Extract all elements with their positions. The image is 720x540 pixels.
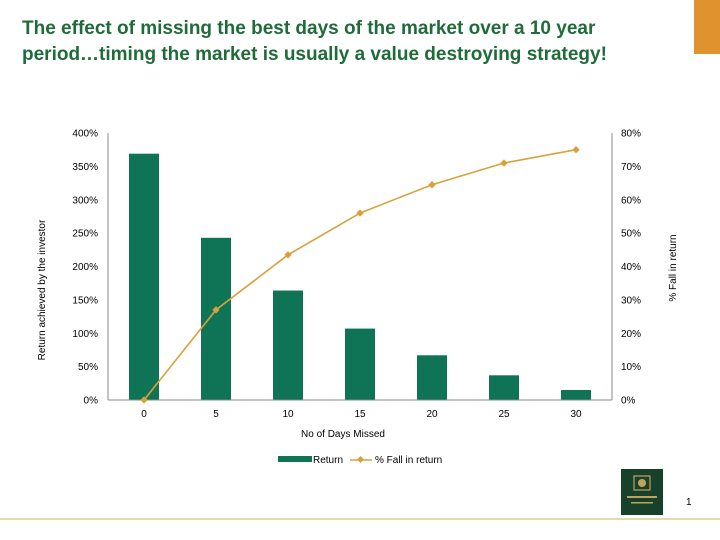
bar-return-10 bbox=[273, 290, 303, 400]
y-tick-label: 400% bbox=[72, 129, 98, 140]
x-tick-label: 30 bbox=[570, 409, 582, 420]
point-fall-in-return-30 bbox=[572, 146, 580, 154]
x-axis-label: No of Days Missed bbox=[301, 429, 385, 440]
y-tick-label: 50% bbox=[78, 362, 98, 373]
x-tick-label: 20 bbox=[426, 409, 438, 420]
bar-return-20 bbox=[417, 355, 447, 400]
legend-return-label: Return bbox=[313, 455, 343, 466]
y-axis-label: Return achieved by the investor bbox=[37, 219, 48, 360]
corner-accent-block bbox=[694, 0, 720, 54]
y-tick-label: 350% bbox=[72, 162, 98, 173]
legend-return-swatch bbox=[278, 456, 312, 462]
x-tick-label: 10 bbox=[282, 409, 294, 420]
y2-tick-label: 60% bbox=[621, 195, 641, 206]
legend-fall-label: % Fall in return bbox=[375, 455, 442, 466]
x-tick-label: 0 bbox=[141, 409, 147, 420]
point-fall-in-return-25 bbox=[500, 159, 508, 167]
page-number: 1 bbox=[686, 497, 692, 508]
slide-title: The effect of missing the best days of t… bbox=[22, 18, 607, 65]
bar-return-30 bbox=[561, 389, 591, 400]
y2-tick-label: 30% bbox=[621, 295, 641, 306]
y2-tick-label: 10% bbox=[621, 362, 641, 373]
x-tick-label: 15 bbox=[354, 409, 366, 420]
y-tick-label: 100% bbox=[72, 329, 98, 340]
legend: Return % Fall in return bbox=[278, 455, 442, 466]
y2-tick-label: 40% bbox=[621, 262, 641, 273]
point-fall-in-return-5 bbox=[212, 306, 220, 314]
bar-return-5 bbox=[201, 237, 231, 400]
y2-tick-label: 80% bbox=[621, 129, 641, 140]
y-tick-label: 150% bbox=[72, 295, 98, 306]
y2-tick-label: 50% bbox=[621, 229, 641, 240]
bar-return-25 bbox=[489, 375, 519, 400]
point-fall-in-return-20 bbox=[428, 181, 436, 189]
nedgroup-logo bbox=[621, 469, 663, 515]
y2-tick-label: 0% bbox=[621, 396, 636, 407]
bottom-rule bbox=[0, 518, 720, 520]
point-fall-in-return-0 bbox=[140, 396, 148, 404]
y2-tick-label: 70% bbox=[621, 162, 641, 173]
legend-fall-marker bbox=[356, 455, 365, 464]
bar-return-15 bbox=[345, 328, 375, 400]
x-tick-label: 25 bbox=[498, 409, 510, 420]
logo-mark-icon bbox=[627, 475, 657, 504]
bar-return-0 bbox=[129, 153, 159, 400]
point-fall-in-return-15 bbox=[356, 209, 364, 217]
y-tick-label: 250% bbox=[72, 229, 98, 240]
point-fall-in-return-10 bbox=[284, 251, 292, 259]
x-tick-label: 5 bbox=[213, 409, 219, 420]
y-tick-label: 0% bbox=[84, 396, 99, 407]
y2-tick-label: 20% bbox=[621, 329, 641, 340]
y2-axis-label: % Fall in return bbox=[668, 234, 679, 301]
y-tick-label: 300% bbox=[72, 195, 98, 206]
y-tick-label: 200% bbox=[72, 262, 98, 273]
